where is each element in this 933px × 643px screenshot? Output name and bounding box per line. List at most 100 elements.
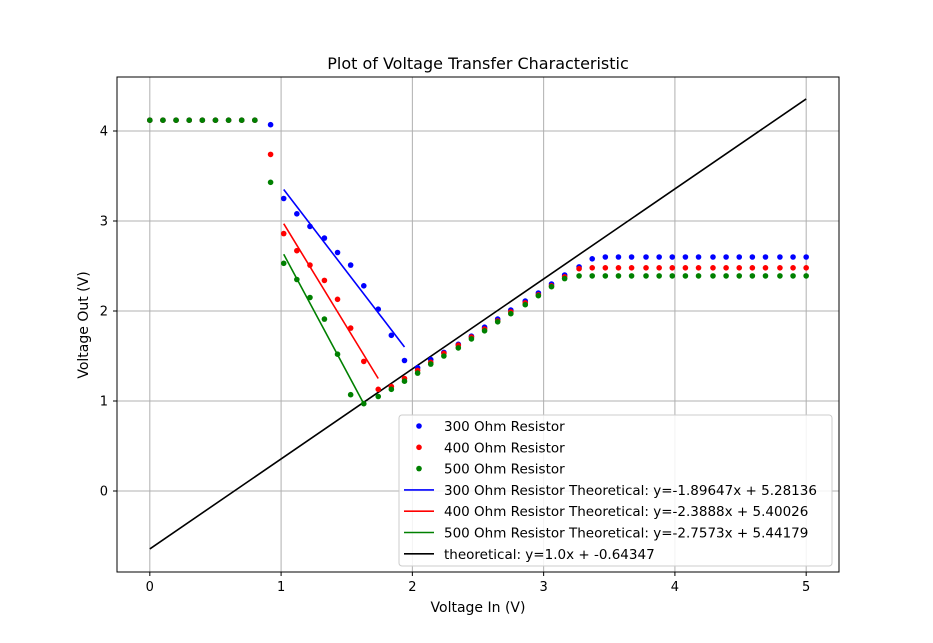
data-point-series-3 [401,378,408,385]
legend-marker [416,465,422,472]
data-point-series-1 [388,332,395,339]
legend-entry-label: 300 Ohm Resistor [444,419,565,435]
theoretical-line-1 [283,189,406,348]
data-point-series-1 [267,121,274,128]
data-point-series-3 [388,386,395,393]
data-point-series-1 [280,195,287,202]
data-point-series-3 [334,351,341,358]
x-tick-label: 3 [539,580,547,595]
data-point-series-3 [173,117,179,123]
data-point-series-3 [628,273,635,279]
legend-box [398,414,833,567]
data-point-series-3 [414,370,421,376]
data-point-series-3 [347,391,354,398]
data-point-series-2 [643,265,649,271]
data-point-series-1 [334,249,341,256]
data-point-series-3 [267,179,274,186]
x-tick-label: 0 [146,580,154,595]
data-point-series-3 [615,273,622,279]
x-tick-label: 1 [277,580,285,595]
data-point-series-1 [777,254,783,260]
data-point-series-1 [321,235,328,241]
chart-title: Plot of Voltage Transfer Characteristic [327,54,629,73]
data-point-series-3 [199,117,206,123]
data-point-series-2 [347,325,354,331]
data-point-series-2 [723,265,729,271]
data-point-series-3 [803,273,809,279]
data-point-series-3 [723,273,729,279]
legend-entry-label: 300 Ohm Resistor Theoretical: y=-1.89647… [444,483,817,499]
y-tick-label: 3 [100,215,108,230]
data-point-series-3 [307,294,313,301]
data-point-series-1 [401,357,408,364]
data-point-series-2 [360,358,367,365]
y-axis-label: Voltage Out (V) [76,271,92,378]
data-point-series-1 [375,306,382,313]
plot-frame [116,76,840,573]
data-point-series-3 [749,273,756,279]
data-point-series-2 [695,265,702,271]
data-point-series-2 [749,265,756,271]
data-point-series-1 [682,254,689,260]
data-point-series-3 [710,273,716,279]
data-point-series-1 [643,254,649,260]
data-point-series-3 [535,292,542,299]
y-tick-label: 2 [100,305,108,320]
data-point-series-1 [589,255,596,262]
data-point-series-1 [762,254,769,260]
data-point-series-2 [307,262,313,268]
data-point-series-2 [736,265,743,271]
legend-entry-label: 400 Ohm Resistor Theoretical: y=-2.3888x… [444,504,808,520]
x-tick-label: 4 [671,580,679,595]
data-point-series-3 [695,273,702,279]
data-point-series-1 [736,254,743,260]
data-point-series-2 [602,265,609,271]
data-point-series-3 [736,273,743,279]
data-point-series-1 [347,262,354,268]
theoretical-line-2 [283,223,379,379]
data-point-series-1 [307,223,313,230]
data-point-series-3 [481,328,488,334]
data-point-series-3 [455,345,462,351]
legend-entry-label: 500 Ohm Resistor Theoretical: y=-2.7573x… [444,526,808,542]
data-point-series-3 [321,316,328,322]
data-point-series-1 [602,254,609,260]
data-point-series-1 [803,254,809,260]
data-point-series-3 [360,400,367,407]
data-point-series-1 [710,254,716,260]
y-tick-label: 4 [100,125,108,140]
data-point-series-3 [777,273,783,279]
data-point-series-1 [749,254,756,260]
data-point-series-2 [762,265,769,271]
data-point-series-2 [589,265,596,271]
data-point-series-2 [669,265,676,271]
data-point-series-3 [656,273,662,279]
data-point-series-2 [321,277,328,284]
data-point-series-2 [682,265,689,271]
data-point-series-3 [225,117,232,123]
points-layer [147,117,809,407]
data-point-series-3 [561,275,568,282]
data-point-series-3 [441,353,447,359]
data-point-series-1 [790,254,796,260]
data-point-series-3 [576,273,582,279]
data-point-series-3 [643,273,649,279]
data-point-series-2 [790,265,796,271]
legend: 300 Ohm Resistor 400 Ohm Resistor 500 Ohm … [398,414,833,567]
data-point-series-3 [602,273,609,279]
y-tick-label: 1 [100,395,108,410]
data-point-series-1 [656,254,662,260]
x-tick-label: 5 [802,580,810,595]
data-point-series-2 [656,265,662,271]
data-point-series-3 [682,273,689,279]
data-point-series-1 [695,254,702,260]
data-point-series-2 [803,265,809,271]
data-point-series-3 [494,319,501,325]
data-point-series-3 [252,117,258,123]
data-point-series-3 [212,117,219,123]
data-point-series-2 [777,265,783,271]
data-point-series-3 [427,361,434,367]
legend-marker [416,444,422,451]
theoretical-line-4 [149,98,807,550]
data-point-series-3 [589,273,596,279]
